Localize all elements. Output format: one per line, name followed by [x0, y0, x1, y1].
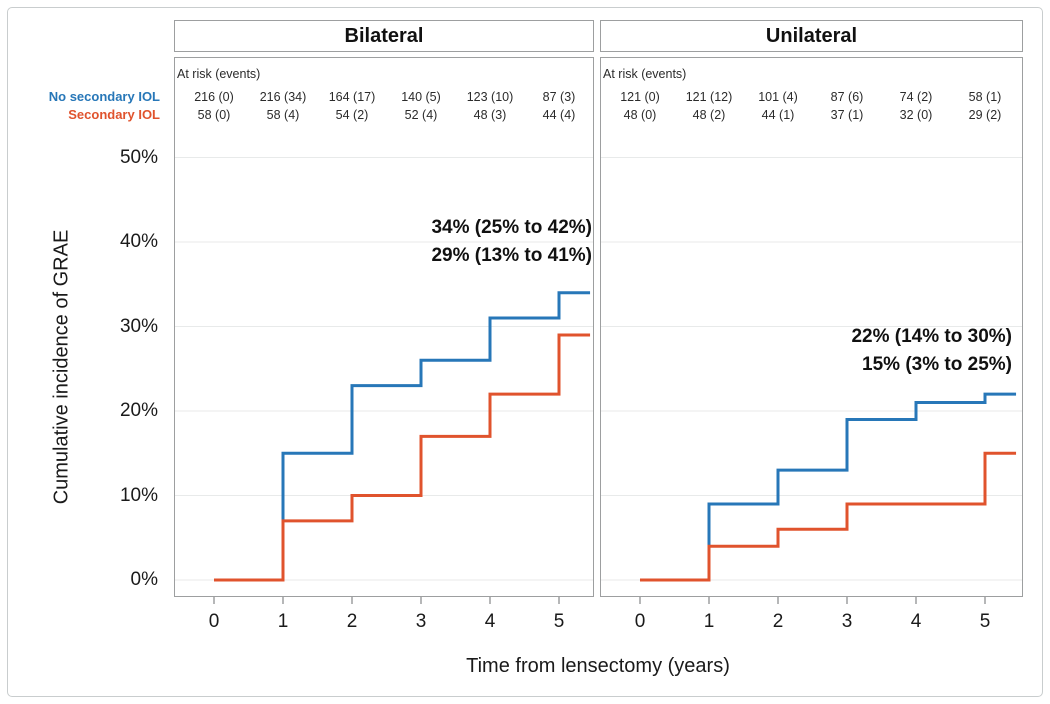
annotation-bilateral-line-2: 29% (13% to 41%) [431, 245, 592, 266]
figure-border [7, 7, 1043, 697]
at-risk-cell: 52 (4) [404, 108, 438, 122]
at-risk-cell: 44 (4) [542, 108, 576, 122]
plot-area-unilateral [600, 57, 1023, 604]
x-tick-label: 4 [484, 611, 496, 632]
at-risk-cell: 58 (0) [197, 108, 231, 122]
y-tick-label: 40% [119, 231, 158, 252]
panel-header-bilateral: Bilateral [174, 20, 594, 52]
x-tick-label: 2 [346, 611, 358, 632]
y-tick-label: 20% [119, 400, 158, 421]
at-risk-cell: 74 (2) [899, 90, 933, 104]
panel-title-unilateral: Unilateral [765, 24, 858, 47]
annotation-bilateral-line-1: 34% (25% to 42%) [431, 217, 592, 238]
y-tick-label: 30% [119, 315, 158, 337]
x-tick-label: 0 [634, 611, 646, 632]
y-tick-label: 0% [130, 569, 158, 590]
at-risk-cell: 48 (2) [692, 108, 726, 122]
annotation-bilateral: 34% (25% to 42%) 29% (13% to 41%) [431, 214, 592, 270]
at-risk-cell: 164 (17) [328, 90, 376, 104]
series-curve-no-secondary-iol [214, 291, 591, 582]
x-tick-label: 1 [703, 611, 715, 632]
at-risk-table-header: At risk (events) [603, 67, 687, 81]
at-risk-cell: 29 (2) [968, 108, 1002, 122]
annotation-unilateral: 22% (14% to 30%) 15% (3% to 25%) [851, 323, 1012, 379]
x-tick-label: 4 [910, 611, 922, 632]
at-risk-cell: 216 (34) [259, 90, 307, 104]
x-axis-title: Time from lensectomy (years) [466, 655, 730, 677]
panel-frame [600, 57, 1023, 597]
plot-area-bilateral [174, 57, 594, 604]
at-risk-cell: 216 (0) [194, 90, 234, 104]
x-tick-label: 5 [553, 611, 565, 632]
annotation-unilateral-line-1: 22% (14% to 30%) [851, 326, 1012, 347]
at-risk-cell: 58 (4) [266, 108, 300, 122]
at-risk-cell: 48 (0) [623, 108, 657, 122]
x-tick-label: 1 [277, 611, 289, 632]
at-risk-cell: 87 (6) [830, 90, 864, 104]
legend-label-secondary-iol: Secondary IOL [68, 107, 160, 122]
at-risk-cell: 58 (1) [968, 90, 1002, 104]
legend-label-no-secondary-iol: No secondary IOL [48, 89, 160, 104]
at-risk-cell: 54 (2) [335, 108, 369, 122]
at-risk-table-header: At risk (events) [177, 67, 261, 81]
y-tick-label: 50% [119, 146, 158, 168]
x-tick-label: 0 [208, 611, 220, 632]
at-risk-cell: 37 (1) [830, 108, 864, 122]
at-risk-cell: 101 (4) [758, 90, 798, 104]
at-risk-cell: 140 (5) [401, 90, 441, 104]
x-tick-label: 3 [415, 611, 427, 632]
legend-item-secondary-iol: Secondary IOL [18, 107, 160, 122]
series-curve-no-secondary-iol [640, 392, 1017, 582]
legend-item-no-secondary-iol: No secondary IOL [18, 89, 160, 104]
series-curve-secondary-iol [640, 451, 1017, 582]
x-tick-label: 5 [979, 611, 991, 632]
at-risk-cell: 121 (0) [620, 90, 660, 104]
at-risk-cell: 123 (10) [466, 90, 514, 104]
at-risk-cell: 87 (3) [542, 90, 576, 104]
x-tick-label: 2 [772, 611, 784, 632]
y-tick-label: 10% [119, 484, 158, 506]
panel-title-bilateral: Bilateral [344, 24, 424, 47]
panel-frame [174, 57, 594, 597]
at-risk-cell: 121 (12) [685, 90, 733, 104]
panel-header-unilateral: Unilateral [600, 20, 1023, 52]
at-risk-cell: 32 (0) [899, 108, 933, 122]
y-axis-title: Cumulative incidence of GRAE [50, 229, 73, 505]
x-tick-label: 3 [841, 611, 853, 632]
at-risk-cell: 48 (3) [473, 108, 507, 122]
series-curve-secondary-iol [214, 333, 591, 582]
annotation-unilateral-line-2: 15% (3% to 25%) [862, 354, 1012, 375]
at-risk-cell: 44 (1) [761, 108, 795, 122]
